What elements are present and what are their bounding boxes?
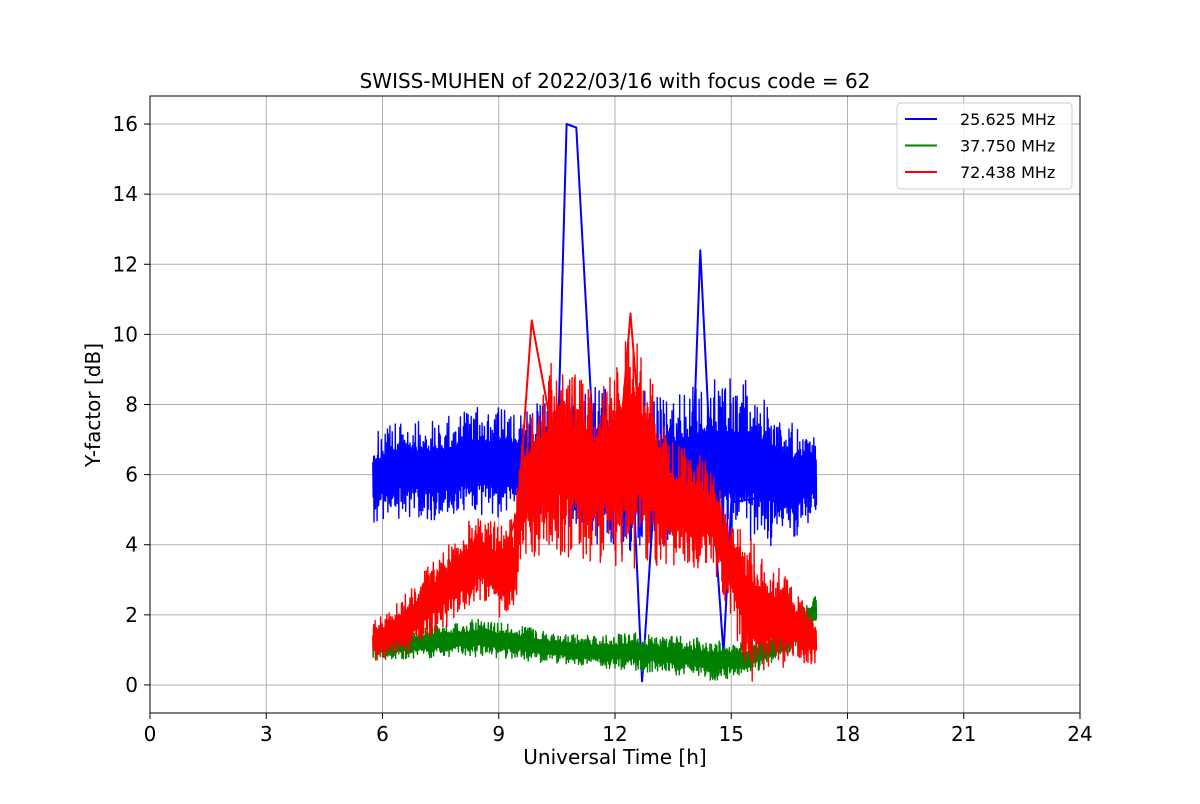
x-tick-label-6: 18 [835, 722, 860, 746]
x-tick-label-2: 6 [376, 722, 389, 746]
y-tick-label-3: 6 [125, 463, 138, 487]
chart-title: SWISS-MUHEN of 2022/03/16 with focus cod… [360, 69, 871, 93]
x-tick-label-1: 3 [260, 722, 273, 746]
y-tick-label-7: 14 [113, 182, 138, 206]
x-tick-label-4: 12 [602, 722, 627, 746]
legend-label-2: 72.438 MHz [960, 163, 1055, 182]
x-tick-label-3: 9 [492, 722, 505, 746]
y-tick-label-0: 0 [125, 673, 138, 697]
series-layer [372, 123, 818, 683]
series-noise-2 [372, 341, 818, 682]
y-tick-label-8: 16 [113, 112, 138, 136]
y-tick-label-6: 12 [113, 252, 138, 276]
y-tick-label-1: 2 [125, 603, 138, 627]
legend-label-1: 37.750 MHz [960, 137, 1055, 156]
x-tick-label-5: 15 [719, 722, 744, 746]
y-tick-label-2: 4 [125, 533, 138, 557]
y-axis-label: Y-factor [dB] [81, 343, 105, 468]
y-tick-label-5: 10 [113, 322, 138, 346]
x-tick-label-8: 24 [1067, 722, 1092, 746]
x-tick-label-7: 21 [951, 722, 976, 746]
legend: 25.625 MHz 37.750 MHz 72.438 MHz [896, 102, 1073, 190]
x-axis-label: Universal Time [h] [523, 745, 706, 769]
legend-label-0: 25.625 MHz [960, 110, 1055, 129]
y-tick-label-4: 8 [125, 393, 138, 417]
x-tick-label-0: 0 [144, 722, 157, 746]
series-line-2 [372, 312, 818, 644]
legend-box [896, 102, 1073, 190]
